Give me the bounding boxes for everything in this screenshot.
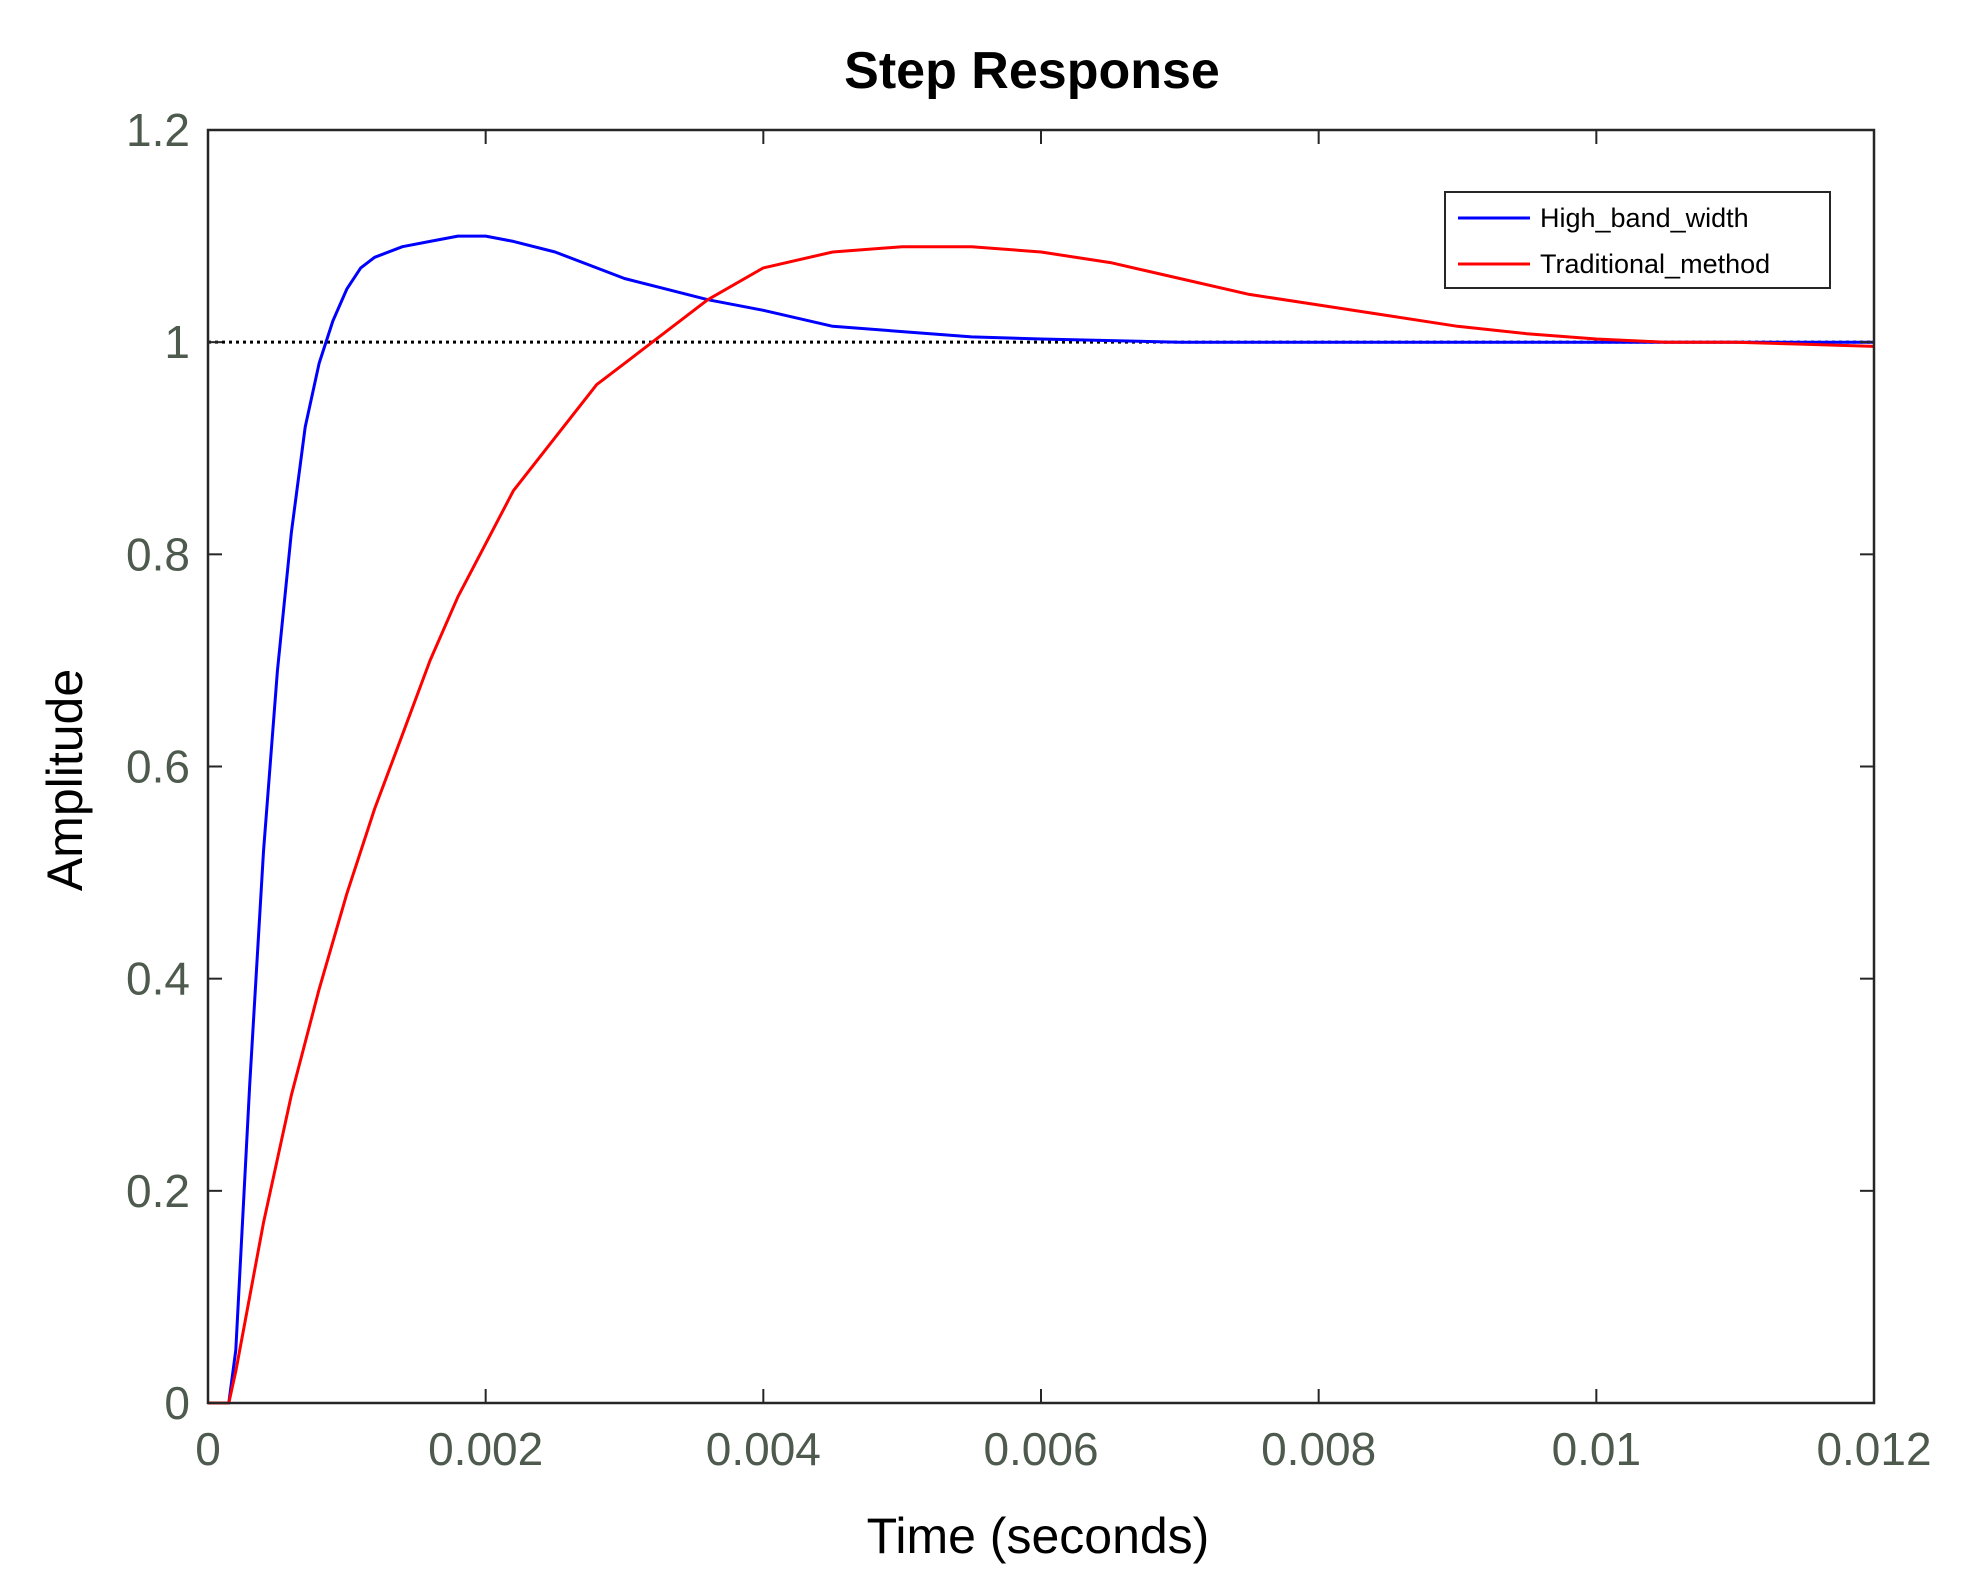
x-tick-label: 0: [195, 1423, 221, 1475]
x-tick-label: 0.012: [1816, 1423, 1931, 1475]
y-tick-label: 0.8: [126, 528, 190, 580]
series-layer: [208, 234, 1875, 1405]
x-tick-label: 0.004: [706, 1423, 821, 1475]
y-axis-label: Amplitude: [37, 669, 93, 891]
x-tick-label: 0.008: [1261, 1423, 1376, 1475]
x-tick-label: 0.006: [983, 1423, 1098, 1475]
y-tick-label: 0.4: [126, 953, 190, 1005]
ticks-layer: 0 0.002 0.004 0.006 0.008 0.01 0.012 0 0.2 0.4 0.6…: [126, 104, 1932, 1475]
y-tick-label: 0.2: [126, 1165, 190, 1217]
y-tick-label: 1.2: [126, 104, 190, 156]
x-axis-label: Time (seconds): [867, 1508, 1210, 1564]
y-tick-label: 0: [164, 1377, 190, 1429]
legend-label-1: Traditional_method: [1540, 249, 1770, 279]
legend-box: [1444, 191, 1831, 289]
y-tick-label: 0.6: [126, 741, 190, 793]
plot-area: [208, 130, 1874, 1403]
legend: High_band_width Traditional_method: [1444, 191, 1831, 289]
y-tick-label: 1: [164, 316, 190, 368]
plot-background: [208, 130, 1874, 1403]
series-line-0: [208, 234, 1874, 1405]
x-tick-label: 0.002: [428, 1423, 543, 1475]
chart-title: Step Response: [844, 42, 1220, 100]
series-line-1: [208, 245, 1875, 1405]
x-tick-label: 0.01: [1552, 1423, 1642, 1475]
legend-label-0: High_band_width: [1540, 203, 1749, 233]
